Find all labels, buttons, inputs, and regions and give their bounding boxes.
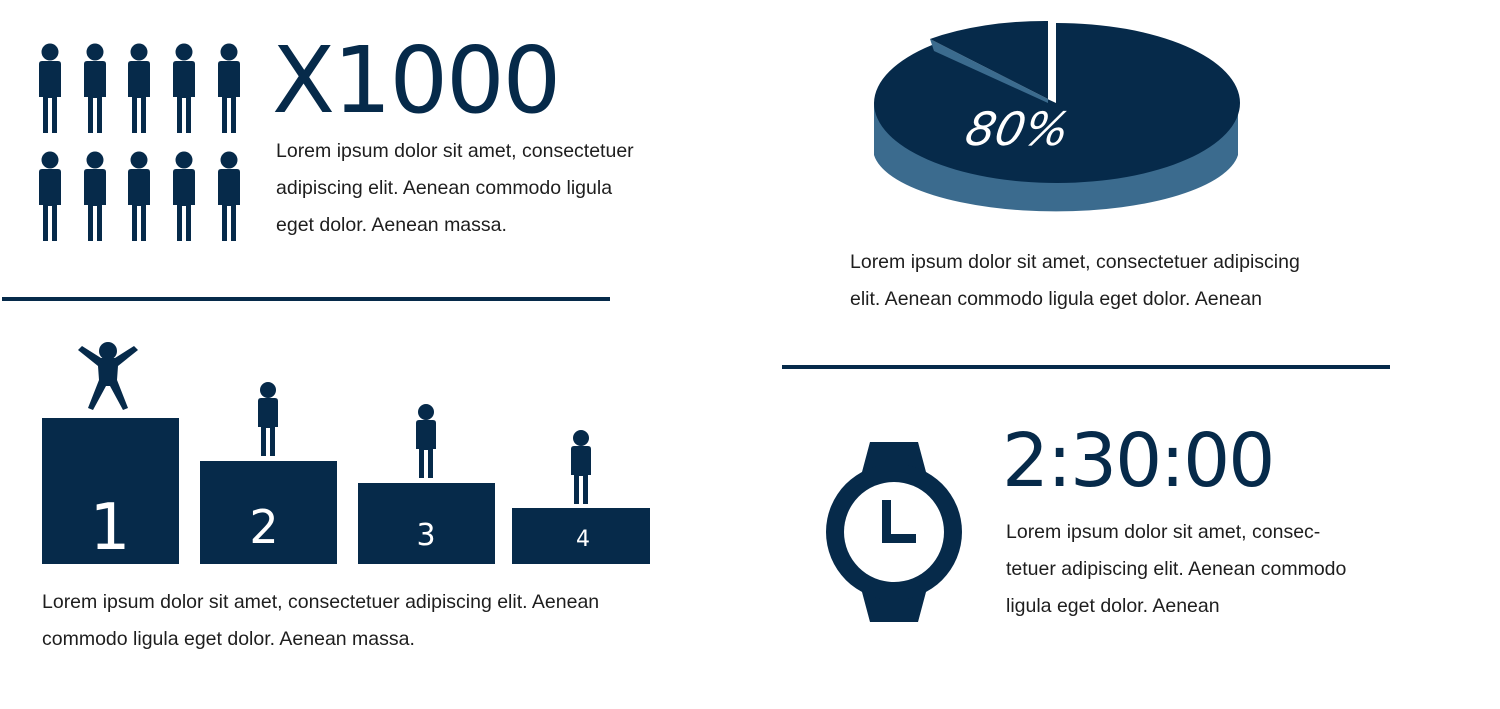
- place-label-4: 4: [576, 527, 590, 552]
- text-line: adipiscing elit. Aenean commodo ligula: [276, 177, 613, 199]
- place-label-1: 1: [90, 491, 131, 565]
- watch-time: 2:30:00: [1002, 418, 1275, 504]
- place-label-3: 3: [416, 518, 435, 553]
- text-line: Lorem ipsum dolor sit amet, consectetuer: [276, 140, 634, 162]
- person-icon: [128, 43, 150, 133]
- person-icon: [84, 151, 106, 241]
- celebrating-person-icon: [78, 342, 138, 410]
- person-icon: [571, 430, 591, 504]
- watch-description: Lorem ipsum dolor sit amet, consec- tetu…: [1006, 514, 1386, 625]
- wristwatch-icon: [826, 442, 962, 622]
- podium-block-1: [42, 418, 179, 564]
- person-icon: [84, 43, 106, 133]
- people-section: X1000 Lorem ipsum dolor sit amet, consec…: [0, 0, 700, 290]
- divider-left: [2, 297, 610, 301]
- podium-graphic: 1 2 3 4: [42, 342, 650, 565]
- text-line: Lorem ipsum dolor sit amet, consectetuer…: [850, 251, 1300, 273]
- text-line: ligula eget dolor. Aenean: [1006, 595, 1220, 617]
- people-headline: X1000: [272, 27, 561, 134]
- person-icon: [258, 382, 278, 456]
- pie-slice-20: [930, 20, 1048, 99]
- pie-section: 80% Lorem ipsum dolor sit amet, consecte…: [780, 0, 1400, 340]
- text-line: eget dolor. Aenean massa.: [276, 214, 507, 236]
- pie-3d-icon: 80%: [874, 20, 1240, 212]
- text-line: Lorem ipsum dolor sit amet, consec-: [1006, 521, 1321, 543]
- place-label-2: 2: [249, 500, 278, 554]
- person-icon: [416, 404, 436, 478]
- person-icon: [218, 151, 240, 241]
- text-line: tetuer adipiscing elit. Aenean commodo: [1006, 558, 1347, 580]
- podium-block-3: [358, 483, 495, 564]
- person-icon: [173, 151, 195, 241]
- person-icon: [173, 43, 195, 133]
- pie-percent-label: 80%: [961, 102, 1075, 155]
- text-line: Lorem ipsum dolor sit amet, consectetuer…: [42, 591, 600, 613]
- podium-block-2: [200, 461, 337, 564]
- podium-section: 1 2 3 4 Lorem ipsum dolor sit amet, cons…: [0, 300, 700, 700]
- podium-description: Lorem ipsum dolor sit amet, consectetuer…: [42, 584, 662, 658]
- text-line: elit. Aenean commodo ligula eget dolor. …: [850, 288, 1262, 310]
- divider-right: [782, 365, 1390, 369]
- person-icon: [218, 43, 240, 133]
- pie-description: Lorem ipsum dolor sit amet, consectetuer…: [850, 244, 1370, 318]
- pie-side: [874, 103, 1238, 212]
- people-grid: [39, 43, 240, 241]
- text-line: commodo ligula eget dolor. Aenean massa.: [42, 628, 415, 650]
- watch-section: 2:30:00 Lorem ipsum dolor sit amet, cons…: [780, 370, 1400, 700]
- person-icon: [39, 43, 61, 133]
- pie-slice-20-side: [930, 39, 1048, 103]
- person-icon: [128, 151, 150, 241]
- podium-block-4: [512, 508, 650, 564]
- people-description: Lorem ipsum dolor sit amet, consectetuer…: [276, 133, 676, 244]
- person-icon: [39, 151, 61, 241]
